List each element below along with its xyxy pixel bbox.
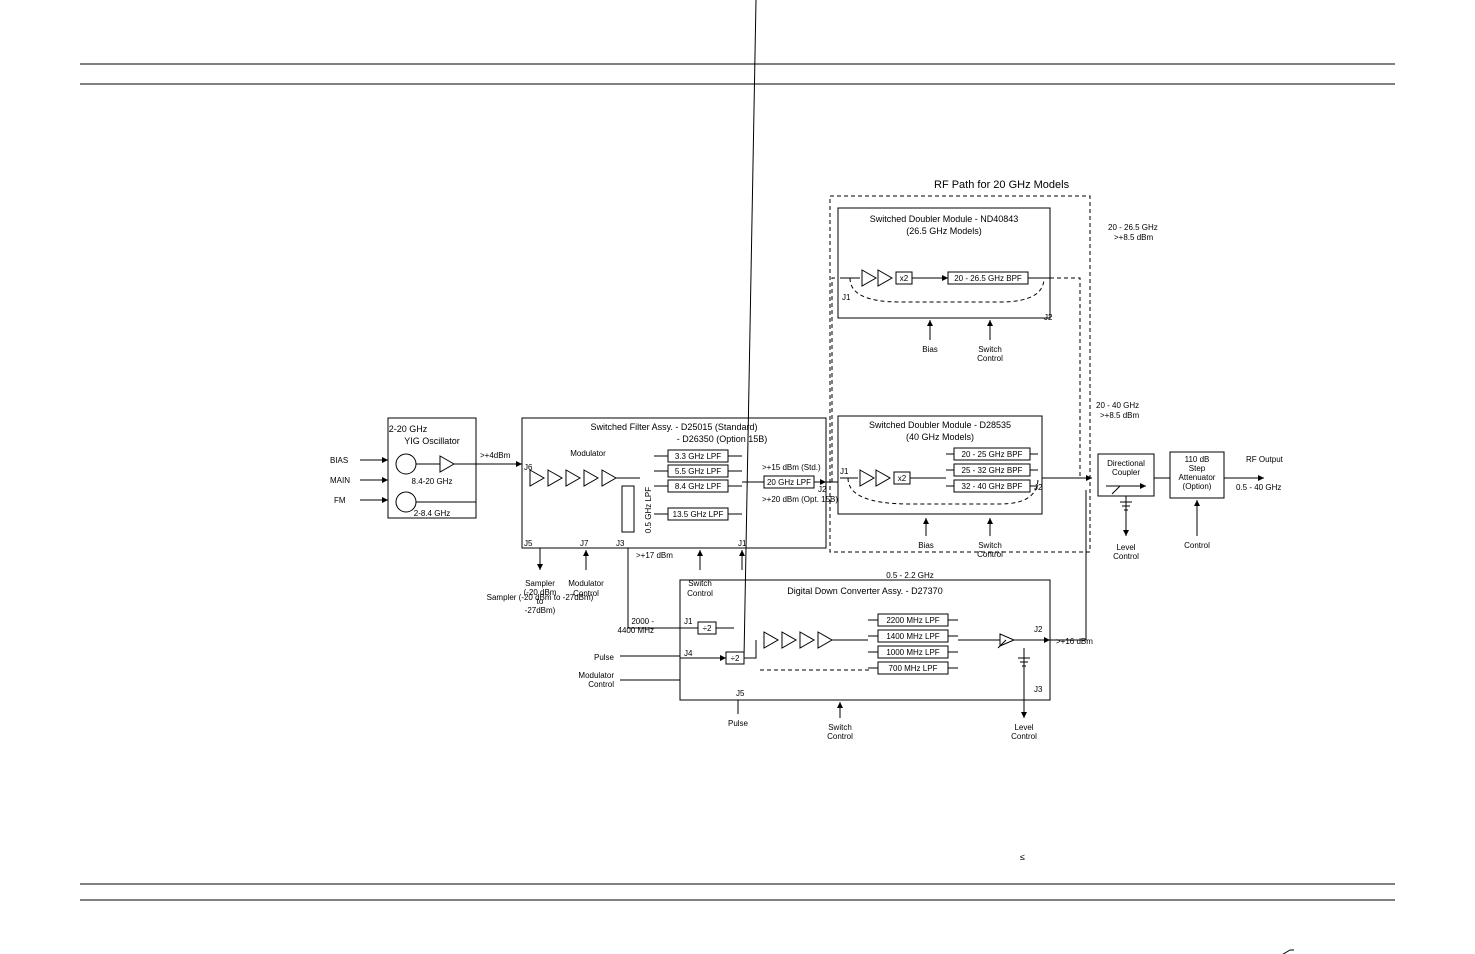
svg-text:Digital Down Converter Assy. -: Digital Down Converter Assy. - D27370: [787, 586, 942, 596]
svg-text:Bias: Bias: [922, 345, 938, 354]
svg-text:>+8.5 dBm: >+8.5 dBm: [1114, 233, 1153, 242]
svg-text:Pulse: Pulse: [594, 653, 615, 662]
svg-text:J5: J5: [736, 689, 745, 698]
svg-text:J5: J5: [524, 539, 533, 548]
svg-text:8.4-20 GHz: 8.4-20 GHz: [412, 477, 453, 486]
svg-text:Control: Control: [1011, 732, 1037, 741]
svg-text:>+4dBm: >+4dBm: [480, 451, 511, 460]
svg-text:>+15 dBm (Std.): >+15 dBm (Std.): [762, 463, 821, 472]
svg-text:20 - 40 GHz: 20 - 40 GHz: [1096, 401, 1139, 410]
svg-text:J7: J7: [580, 539, 589, 548]
svg-text:÷2: ÷2: [731, 654, 740, 663]
svg-text:J2: J2: [818, 485, 827, 494]
svg-text:J4: J4: [684, 649, 693, 658]
svg-text:0.5 - 40 GHz: 0.5 - 40 GHz: [1236, 483, 1281, 492]
svg-text:Level: Level: [1014, 723, 1033, 732]
svg-text:Control: Control: [1184, 541, 1210, 550]
yig-oscillator-block: 2-20 GHz YIG Oscillator 8.4-20 GHz 2-8.4…: [330, 418, 522, 518]
svg-text:Switch: Switch: [978, 345, 1002, 354]
svg-text:32 - 40 GHz BPF: 32 - 40 GHz BPF: [962, 482, 1023, 491]
svg-text:-27dBm): -27dBm): [525, 606, 556, 615]
svg-text:Switched Doubler Module - D285: Switched Doubler Module - D28535: [869, 420, 1011, 430]
svg-text:>+17 dBm: >+17 dBm: [636, 551, 673, 560]
svg-text:>+20 dBm (Opt. 15B): >+20 dBm (Opt. 15B): [762, 495, 838, 504]
svg-text:Attenuator: Attenuator: [1179, 473, 1216, 482]
svg-text:1400 MHz LPF: 1400 MHz LPF: [886, 632, 939, 641]
switched-doubler-26: Switched Doubler Module - ND40843 (26.5 …: [838, 208, 1158, 363]
svg-text:20 - 25 GHz BPF: 20 - 25 GHz BPF: [962, 450, 1023, 459]
svg-text:J3: J3: [1034, 685, 1043, 694]
svg-text:J3: J3: [616, 539, 625, 548]
svg-text:Directional: Directional: [1107, 459, 1145, 468]
svg-text:Modulator: Modulator: [570, 449, 606, 458]
leq-symbol: ≤: [1020, 852, 1025, 862]
svg-text:Pulse: Pulse: [728, 719, 749, 728]
svg-text:÷2: ÷2: [703, 624, 712, 633]
svg-text:1000 MHz LPF: 1000 MHz LPF: [886, 648, 939, 657]
svg-text:>+16 dBm: >+16 dBm: [1056, 637, 1093, 646]
svg-text:4400 MHz: 4400 MHz: [618, 626, 654, 635]
svg-text:J6: J6: [524, 463, 533, 472]
svg-text:0.5 GHz LPF: 0.5 GHz LPF: [644, 487, 653, 533]
block-diagram: RF Path for 20 GHz Models 2-20 GHz YIG O…: [0, 0, 1475, 954]
svg-text:MAIN: MAIN: [330, 476, 350, 485]
svg-text:25 - 32 GHz BPF: 25 - 32 GHz BPF: [962, 466, 1023, 475]
svg-text:Bias: Bias: [918, 541, 934, 550]
svg-text:>+8.5 dBm: >+8.5 dBm: [1100, 411, 1139, 420]
svg-text:J2: J2: [1034, 483, 1043, 492]
svg-text:(-20 dBm: (-20 dBm: [524, 588, 557, 597]
svg-text:Level: Level: [1116, 543, 1135, 552]
svg-text:3.3 GHz LPF: 3.3 GHz LPF: [675, 452, 721, 461]
svg-text:Control: Control: [977, 550, 1003, 559]
svg-text:YIG Oscillator: YIG Oscillator: [404, 436, 460, 446]
svg-text:J2: J2: [1034, 625, 1043, 634]
svg-text:110 dB: 110 dB: [1185, 455, 1210, 464]
svg-text:- D26350 (Option 15B): - D26350 (Option 15B): [677, 434, 768, 444]
svg-text:RF Output: RF Output: [1246, 455, 1284, 464]
svg-text:(26.5 GHz Models): (26.5 GHz Models): [906, 226, 982, 236]
svg-text:to: to: [537, 597, 544, 606]
svg-text:(40 GHz Models): (40 GHz Models): [906, 432, 974, 442]
svg-text:Step: Step: [1189, 464, 1206, 473]
svg-text:2-20 GHz: 2-20 GHz: [389, 424, 428, 434]
rf-path-title: RF Path for 20 GHz Models: [934, 179, 1070, 191]
svg-text:FM: FM: [334, 496, 346, 505]
svg-text:5.5 GHz LPF: 5.5 GHz LPF: [675, 467, 721, 476]
svg-text:Modulator: Modulator: [578, 671, 614, 680]
ddc-block: Digital Down Converter Assy. - D27370 20…: [578, 0, 1093, 741]
svg-text:20 GHz LPF: 20 GHz LPF: [767, 478, 811, 487]
svg-text:J1: J1: [842, 293, 851, 302]
switched-doubler-40: Switched Doubler Module - D28535 (40 GHz…: [838, 401, 1139, 559]
svg-text:Control: Control: [977, 354, 1003, 363]
svg-text:Control: Control: [827, 732, 853, 741]
svg-text:20 - 26.5 GHz: 20 - 26.5 GHz: [1108, 223, 1158, 232]
modulator-control-label: Modulator: [568, 579, 604, 588]
svg-text:Switched Doubler Module - ND40: Switched Doubler Module - ND40843: [870, 214, 1019, 224]
svg-text:2000 -: 2000 -: [631, 617, 654, 626]
svg-text:20 - 26.5 GHz BPF: 20 - 26.5 GHz BPF: [954, 274, 1022, 283]
svg-text:Control: Control: [588, 680, 614, 689]
svg-text:700 MHz LPF: 700 MHz LPF: [889, 664, 938, 673]
svg-text:2-8.4 GHz: 2-8.4 GHz: [414, 509, 450, 518]
output-chain: Directional Coupler Level Control 110 dB…: [1098, 452, 1284, 561]
svg-text:BIAS: BIAS: [330, 456, 348, 465]
svg-text:13.5 GHz LPF: 13.5 GHz LPF: [673, 510, 724, 519]
svg-text:Switched Filter Assy. - D25015: Switched Filter Assy. - D25015 (Standard…: [591, 422, 758, 432]
svg-text:(Option): (Option): [1183, 482, 1212, 491]
svg-text:Sampler: Sampler: [525, 579, 555, 588]
svg-text:2200 MHz LPF: 2200 MHz LPF: [886, 616, 939, 625]
svg-text:J1: J1: [684, 617, 693, 626]
svg-text:x2: x2: [900, 274, 909, 283]
svg-text:8.4 GHz LPF: 8.4 GHz LPF: [675, 482, 721, 491]
svg-text:x2: x2: [898, 474, 907, 483]
svg-text:J2: J2: [1044, 313, 1053, 322]
svg-text:J1: J1: [840, 467, 849, 476]
svg-text:Switch: Switch: [978, 541, 1002, 550]
svg-text:0.5 - 2.2 GHz: 0.5 - 2.2 GHz: [886, 571, 934, 580]
svg-text:Control: Control: [1113, 552, 1139, 561]
svg-text:Coupler: Coupler: [1112, 468, 1140, 477]
svg-text:Switch: Switch: [828, 723, 852, 732]
svg-text:Control: Control: [687, 589, 713, 598]
svg-text:Control: Control: [573, 589, 599, 598]
